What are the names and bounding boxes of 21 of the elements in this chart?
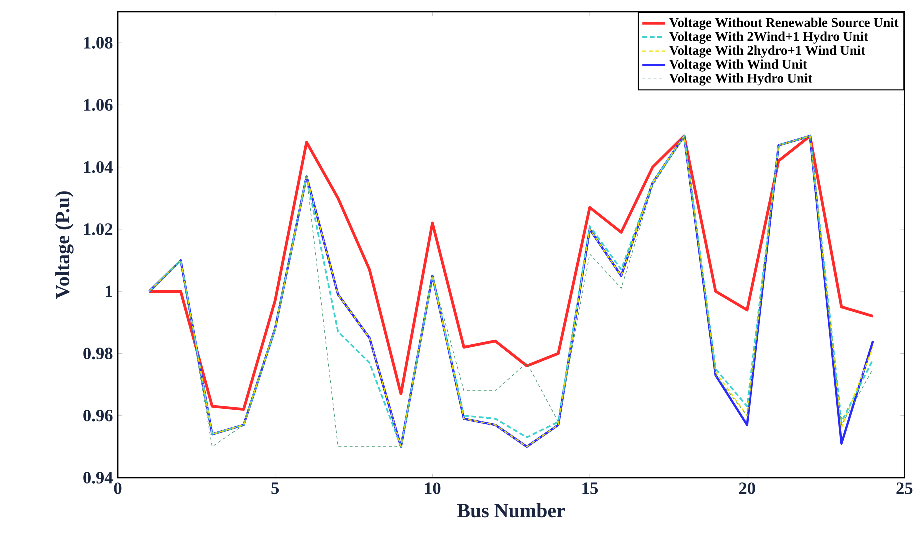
y-tick-label: 1.04 bbox=[84, 161, 113, 174]
y-tick-label: 1 bbox=[106, 286, 112, 298]
legend-label: Voltage Without Renewable Source Unit bbox=[670, 18, 899, 30]
y-tick-label: 0.94 bbox=[84, 472, 113, 484]
x-tick-label: 25 bbox=[896, 482, 913, 494]
x-tick-label: 15 bbox=[582, 482, 598, 494]
x-tick-label: 5 bbox=[272, 482, 280, 494]
y-tick-label: 1.02 bbox=[84, 224, 113, 236]
y-axis-title: Voltage (P.u) bbox=[56, 192, 74, 300]
x-tick-label: 0 bbox=[114, 482, 122, 494]
legend-label: Voltage With 2Wind+1 Hydro Unit bbox=[670, 32, 868, 44]
y-tick-label: 1.06 bbox=[84, 99, 113, 112]
x-tick-label: 20 bbox=[739, 482, 756, 494]
y-tick-label: 1.08 bbox=[84, 37, 113, 49]
legend-label: Voltage With Hydro Unit bbox=[670, 74, 812, 86]
x-tick-label: 10 bbox=[425, 482, 441, 494]
legend-label: Voltage With Wind Unit bbox=[670, 60, 808, 72]
legend-label: Voltage With 2hydro+1 Wind Unit bbox=[670, 46, 866, 58]
y-tick-label: 0.98 bbox=[84, 348, 113, 360]
y-tick-label: 0.96 bbox=[84, 410, 113, 422]
x-axis-title: Bus Number bbox=[457, 504, 566, 518]
